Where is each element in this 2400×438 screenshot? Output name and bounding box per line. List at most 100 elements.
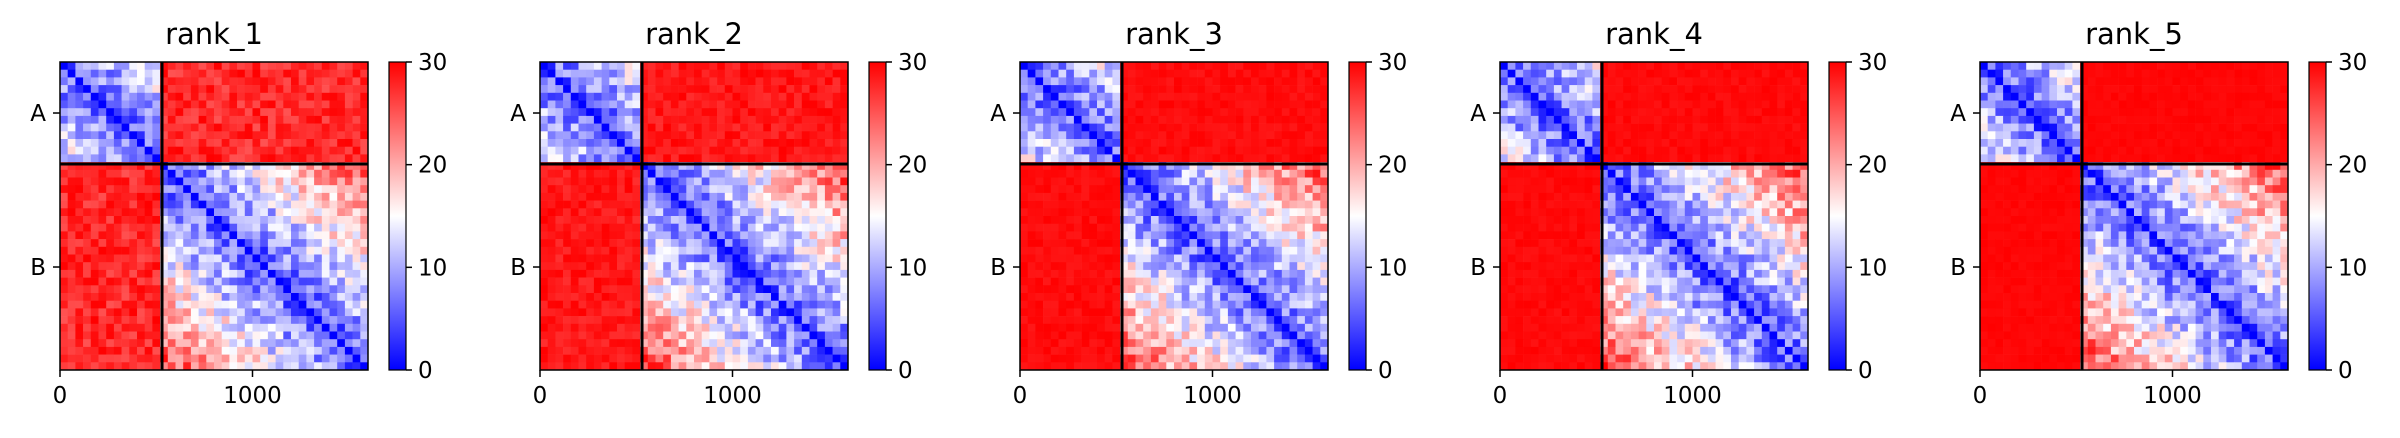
heatmap-cell <box>291 354 299 363</box>
heatmap-cell <box>1181 85 1190 94</box>
heatmap-cell <box>160 92 169 101</box>
heatmap-cell <box>647 316 656 325</box>
heatmap-cell <box>1050 339 1059 348</box>
heatmap-cell <box>144 85 153 94</box>
heatmap-cell <box>663 239 672 248</box>
heatmap-cell <box>1127 269 1136 278</box>
heatmap-cell <box>167 223 176 232</box>
heatmap-cell <box>1258 316 1267 325</box>
heatmap-cell <box>755 293 764 301</box>
heatmap-cell <box>183 323 192 332</box>
heatmap-cell <box>678 123 687 132</box>
heatmap-cell <box>121 300 130 309</box>
heatmap-cell <box>260 339 269 348</box>
heatmap-cell <box>321 154 330 163</box>
heatmap-cell <box>1289 277 1298 286</box>
heatmap-cell <box>1097 115 1105 124</box>
heatmap-cell <box>778 362 787 371</box>
heatmap-cell <box>801 177 810 186</box>
heatmap-cell <box>1073 146 1082 155</box>
heatmap-cell <box>291 154 299 163</box>
heatmap-cell <box>244 100 253 109</box>
heatmap-cell <box>694 216 702 224</box>
heatmap-cell <box>732 246 741 255</box>
heatmap-cell <box>686 123 695 132</box>
heatmap-cell <box>724 254 733 263</box>
heatmap-cell <box>763 239 772 248</box>
heatmap-cell <box>291 200 299 209</box>
heatmap-cell <box>1258 131 1267 140</box>
heatmap-cell <box>1020 85 1028 94</box>
heatmap-cell <box>1266 331 1275 340</box>
heatmap-cell <box>60 216 68 224</box>
heatmap-cell <box>113 239 122 248</box>
heatmap-cell <box>1150 323 1159 332</box>
heatmap-cell <box>1143 200 1152 209</box>
heatmap-cell <box>1297 115 1306 124</box>
heatmap-cell <box>121 62 130 70</box>
heatmap-cell <box>167 246 176 255</box>
heatmap-cell <box>306 115 315 124</box>
heatmap-cell <box>1066 146 1075 155</box>
heatmap-cell <box>1181 231 1190 240</box>
heatmap-cell <box>67 115 76 124</box>
heatmap-cell <box>632 115 641 124</box>
heatmap-cell <box>1181 139 1190 147</box>
heatmap-cell <box>1227 293 1236 301</box>
heatmap-cell <box>755 200 764 209</box>
heatmap-cell <box>1274 123 1283 132</box>
heatmap-cell <box>190 185 199 194</box>
heatmap-cell <box>129 254 138 263</box>
heatmap-cell <box>1251 323 1259 332</box>
heatmap-cell <box>1297 62 1306 70</box>
heatmap-cell <box>624 239 633 248</box>
heatmap-cell <box>1615 62 1624 70</box>
heatmap-cell <box>306 177 315 186</box>
heatmap-cell <box>1320 85 1329 94</box>
heatmap-cell <box>113 323 122 332</box>
heatmap-cell <box>1266 77 1275 86</box>
heatmap-cell <box>106 339 115 348</box>
heatmap-cell <box>1120 216 1129 224</box>
heatmap-cell <box>344 285 353 294</box>
heatmap-cell <box>152 115 161 124</box>
heatmap-cell <box>1297 254 1306 263</box>
heatmap-cell <box>1266 92 1275 101</box>
heatmap-cell <box>547 331 556 340</box>
heatmap-cell <box>60 223 68 232</box>
heatmap-cell <box>198 277 207 286</box>
heatmap-cell <box>1073 223 1082 232</box>
heatmap-cell <box>283 62 292 70</box>
heatmap-cell <box>167 100 176 109</box>
heatmap-cell <box>801 231 810 240</box>
heatmap-cell <box>1027 92 1036 101</box>
heatmap-cell <box>214 85 222 94</box>
heatmap-cell <box>578 62 587 70</box>
heatmap-cell <box>1592 69 1601 78</box>
heatmap-cell <box>586 308 595 317</box>
heatmap-cell <box>763 323 772 332</box>
heatmap-cell <box>617 154 625 163</box>
heatmap-cell <box>113 331 122 340</box>
heatmap-cell <box>724 139 733 147</box>
heatmap-cell <box>663 108 672 117</box>
heatmap-cell <box>237 223 246 232</box>
heatmap-cell <box>755 208 764 217</box>
heatmap-cell <box>1235 62 1244 70</box>
heatmap-cell <box>1197 208 1206 217</box>
heatmap-cell <box>344 308 353 317</box>
heatmap-cell <box>1150 77 1159 86</box>
heatmap-cell <box>1058 262 1067 271</box>
heatmap-cell <box>1304 131 1313 140</box>
heatmap-cell <box>137 185 145 194</box>
heatmap-cell <box>632 316 641 325</box>
heatmap-cell <box>1227 85 1236 94</box>
heatmap-cell <box>121 269 130 278</box>
heatmap-cell <box>624 231 633 240</box>
heatmap-cell <box>1174 346 1182 355</box>
heatmap-cell <box>1066 200 1075 209</box>
heatmap-cell <box>221 239 230 248</box>
heatmap-cell <box>617 123 625 132</box>
heatmap-cell <box>586 262 595 271</box>
heatmap-cell <box>1120 285 1129 294</box>
